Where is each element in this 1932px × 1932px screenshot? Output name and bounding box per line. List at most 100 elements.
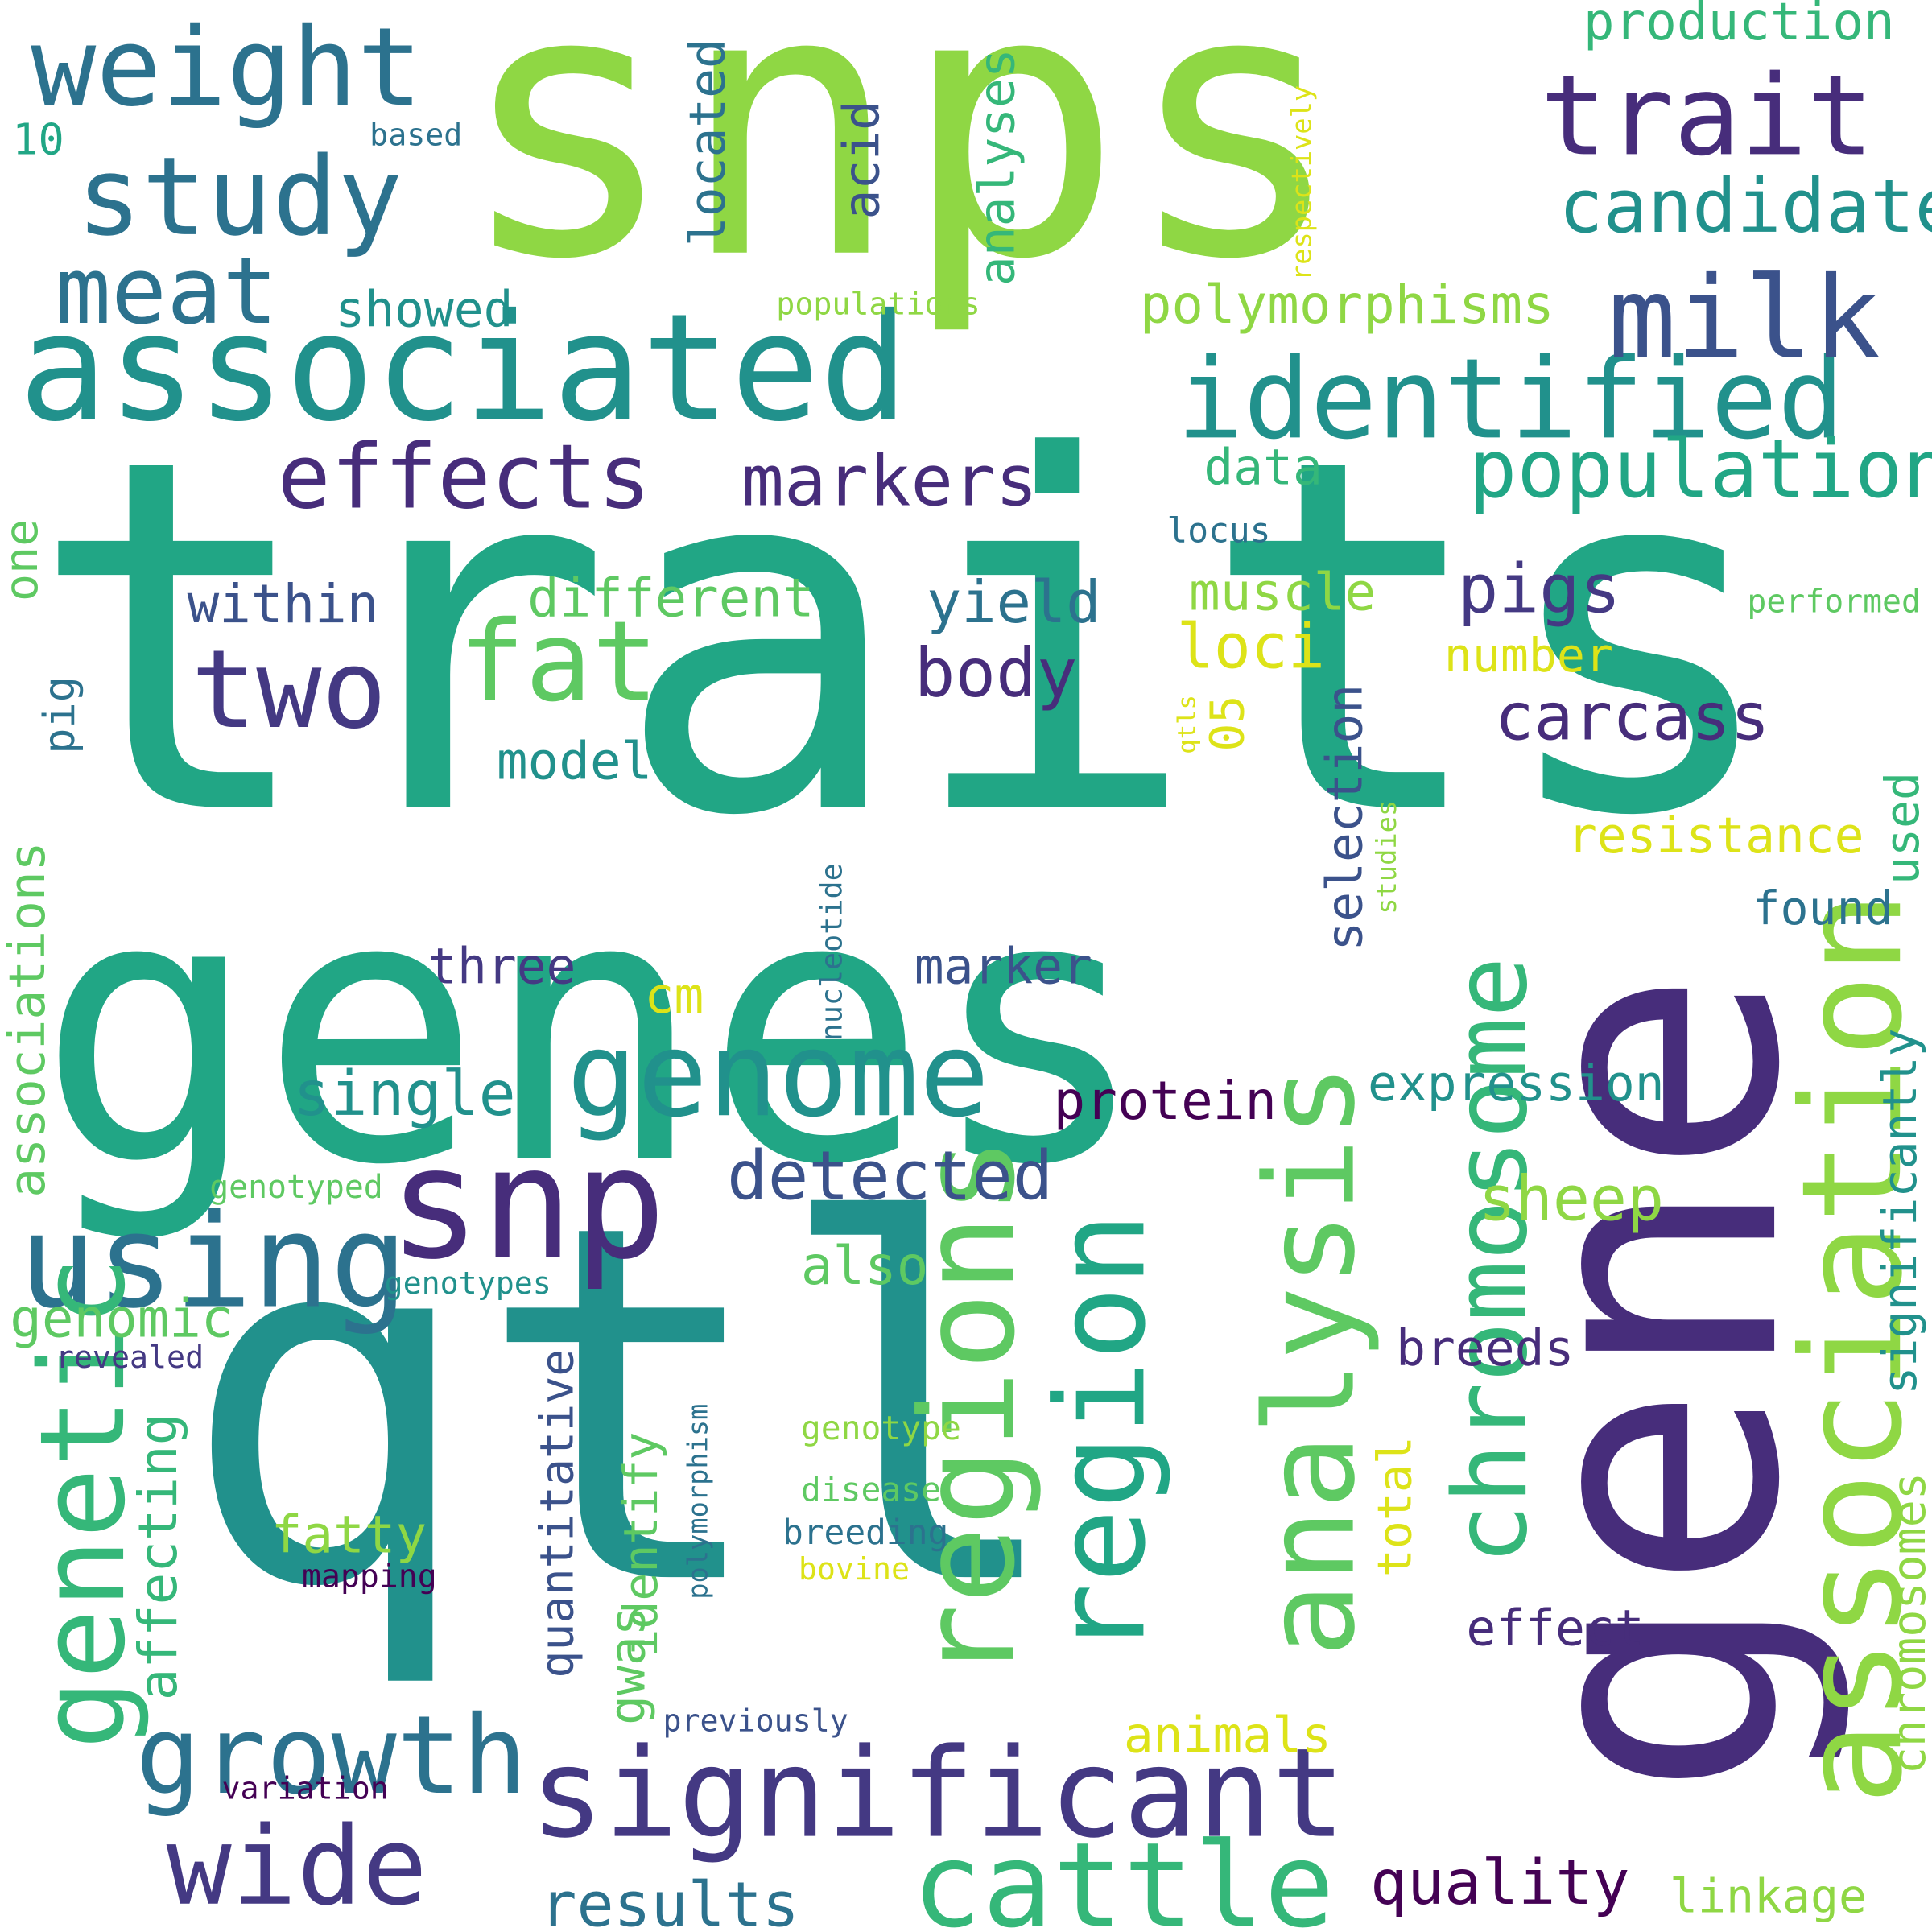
word-genetic: genetic bbox=[15, 1257, 151, 1750]
word-quantitative: quantitative bbox=[531, 1349, 584, 1678]
word-association: association bbox=[1773, 891, 1932, 1805]
word-data: data bbox=[1203, 440, 1322, 497]
word-regions: regions bbox=[893, 1137, 1043, 1682]
word-found: found bbox=[1752, 881, 1893, 935]
word-used: used bbox=[1875, 772, 1930, 885]
word-respectively: respectively bbox=[1286, 85, 1318, 281]
word-markers: markers bbox=[741, 440, 1038, 522]
word-protein: protein bbox=[1054, 1070, 1277, 1132]
word-quality: quality bbox=[1370, 1847, 1629, 1919]
word-production: production bbox=[1583, 0, 1895, 52]
word-analyses: analyses bbox=[969, 48, 1026, 286]
word-total: total bbox=[1368, 1436, 1422, 1577]
word-loci: loci bbox=[1177, 612, 1325, 683]
word-analysis: analysis bbox=[1240, 1064, 1383, 1657]
word-fatty: fatty bbox=[271, 1505, 427, 1566]
word-revealed: revealed bbox=[56, 1340, 204, 1376]
word-pigs: pigs bbox=[1458, 550, 1621, 629]
word-identify: identify bbox=[613, 1432, 668, 1657]
word-performed: performed bbox=[1747, 584, 1921, 621]
word-variation: variation bbox=[222, 1771, 389, 1807]
word-muscle: muscle bbox=[1189, 563, 1376, 623]
word-milk: milk bbox=[1608, 253, 1880, 385]
word-located: located bbox=[679, 39, 737, 246]
word-genome: genome bbox=[567, 1007, 989, 1143]
word-gene: gene bbox=[1455, 968, 1856, 1799]
word-effects: effects bbox=[277, 426, 650, 529]
word-study: study bbox=[76, 134, 402, 260]
word-affecting: affecting bbox=[127, 1414, 189, 1701]
word-one: one bbox=[0, 519, 48, 601]
word-bovine: bovine bbox=[799, 1551, 910, 1587]
word-based: based bbox=[369, 118, 462, 154]
word-weight: weight bbox=[31, 4, 423, 130]
word-traits: traits bbox=[27, 356, 1785, 923]
word-genes: genes bbox=[37, 816, 1150, 1246]
word-chromosome: chromosome bbox=[1431, 956, 1550, 1565]
word-different: different bbox=[527, 567, 815, 629]
word-polymorphism: polymorphism bbox=[683, 1404, 714, 1600]
word-using: using bbox=[19, 1186, 408, 1336]
word-effect: effect bbox=[1466, 1600, 1644, 1657]
word-meat: meat bbox=[56, 237, 278, 345]
word-10: 10 bbox=[12, 114, 64, 164]
word-chromosomes: chromosomes bbox=[1883, 1472, 1932, 1774]
word-05: 05 bbox=[1199, 696, 1254, 752]
word-mapping: mapping bbox=[302, 1558, 437, 1595]
word-qtl: qtl bbox=[179, 1121, 1069, 1694]
word-animals: animals bbox=[1124, 1707, 1331, 1765]
word-associations: associations bbox=[0, 841, 56, 1197]
word-number: number bbox=[1444, 628, 1613, 683]
word-gwas: gwas bbox=[600, 1606, 657, 1724]
word-breeds: breeds bbox=[1396, 1320, 1574, 1377]
word-populations: populations bbox=[776, 286, 980, 322]
word-cattle: cattle bbox=[912, 1818, 1335, 1932]
word-genomic: genomic bbox=[10, 1288, 233, 1350]
word-linkage: linkage bbox=[1670, 1869, 1867, 1924]
word-marker: marker bbox=[914, 938, 1092, 995]
word-also: also bbox=[801, 1235, 928, 1297]
word-region: region bbox=[1030, 1212, 1173, 1657]
word-detected: detected bbox=[727, 1136, 1053, 1215]
word-growth: growth bbox=[135, 1692, 527, 1818]
word-breeding: breeding bbox=[782, 1513, 948, 1553]
word-selection: selection bbox=[1316, 684, 1373, 952]
word-identified: identified bbox=[1177, 335, 1844, 464]
word-snp: snp bbox=[388, 1114, 667, 1294]
word-yield: yield bbox=[927, 568, 1101, 636]
word-three: three bbox=[427, 938, 576, 995]
word-snps: snps bbox=[456, 0, 1346, 341]
word-pig: pig bbox=[34, 676, 85, 754]
word-candidate: candidate bbox=[1558, 163, 1932, 250]
word-expression: expression bbox=[1368, 1055, 1665, 1113]
word-within: within bbox=[188, 573, 379, 635]
word-polymorphisms: polymorphisms bbox=[1140, 274, 1554, 336]
word-body: body bbox=[914, 634, 1078, 712]
word-wide: wide bbox=[167, 1803, 427, 1930]
word-cm: cm bbox=[645, 968, 704, 1025]
word-two: two bbox=[191, 626, 386, 753]
word-single: single bbox=[293, 1059, 515, 1130]
word-fat: fat bbox=[458, 597, 658, 726]
word-resistance: resistance bbox=[1567, 807, 1864, 865]
word-qtls: qtls bbox=[1174, 695, 1202, 754]
word-significant: significant bbox=[530, 1723, 1346, 1866]
word-genotype: genotype bbox=[801, 1409, 961, 1447]
word-trait: trait bbox=[1540, 52, 1874, 180]
word-results: results bbox=[539, 1869, 799, 1932]
word-sheep: sheep bbox=[1479, 1163, 1664, 1235]
word-genotypes: genotypes bbox=[385, 1265, 551, 1302]
word-genotyped: genotyped bbox=[209, 1169, 383, 1206]
word-showed: showed bbox=[335, 282, 513, 339]
word-population: population bbox=[1468, 423, 1932, 516]
word-disease: disease bbox=[801, 1470, 941, 1509]
word-acid: acid bbox=[833, 101, 890, 219]
word-associated: associated bbox=[19, 283, 909, 454]
word-nucleotide: nucleotide bbox=[814, 863, 848, 1041]
word-model: model bbox=[497, 731, 652, 791]
word-studies: studies bbox=[1371, 800, 1402, 914]
